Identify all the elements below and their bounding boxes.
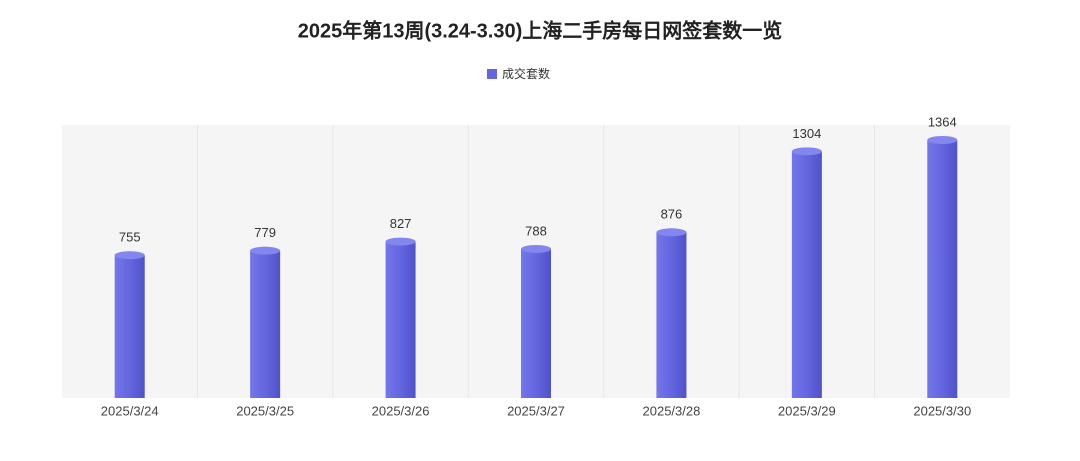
bar [385, 241, 416, 398]
bar [656, 232, 687, 398]
bar [521, 248, 551, 398]
value-label: 755 [119, 230, 141, 245]
value-label: 876 [661, 207, 683, 222]
bar-cap [250, 246, 281, 255]
bar [114, 255, 145, 398]
bar-cap [791, 147, 822, 156]
value-label: 779 [254, 225, 276, 240]
x-tick-label: 2025/3/30 [913, 403, 971, 418]
bar [250, 250, 281, 398]
value-label: 788 [525, 223, 547, 238]
bar [791, 151, 822, 398]
bar [927, 140, 958, 398]
x-tick-label: 2025/3/24 [101, 403, 159, 418]
bar-cap [114, 251, 145, 260]
bar-cap [521, 244, 551, 253]
bar-cap [927, 136, 958, 144]
x-tick-label: 2025/3/26 [372, 403, 430, 418]
legend-swatch [487, 69, 497, 79]
legend-label: 成交套数 [502, 66, 550, 81]
value-label: 827 [390, 216, 412, 231]
chart-title: 2025年第13周(3.24-3.30)上海二手房每日网签套数一览 [298, 18, 783, 42]
bar-cap [656, 228, 687, 237]
value-label: 1304 [792, 126, 821, 141]
bar-cap [385, 237, 416, 246]
x-tick-label: 2025/3/25 [236, 403, 294, 418]
x-tick-label: 2025/3/28 [643, 403, 701, 418]
x-tick-label: 2025/3/27 [507, 403, 565, 418]
value-label: 1364 [928, 114, 957, 129]
x-tick-label: 2025/3/29 [778, 403, 836, 418]
